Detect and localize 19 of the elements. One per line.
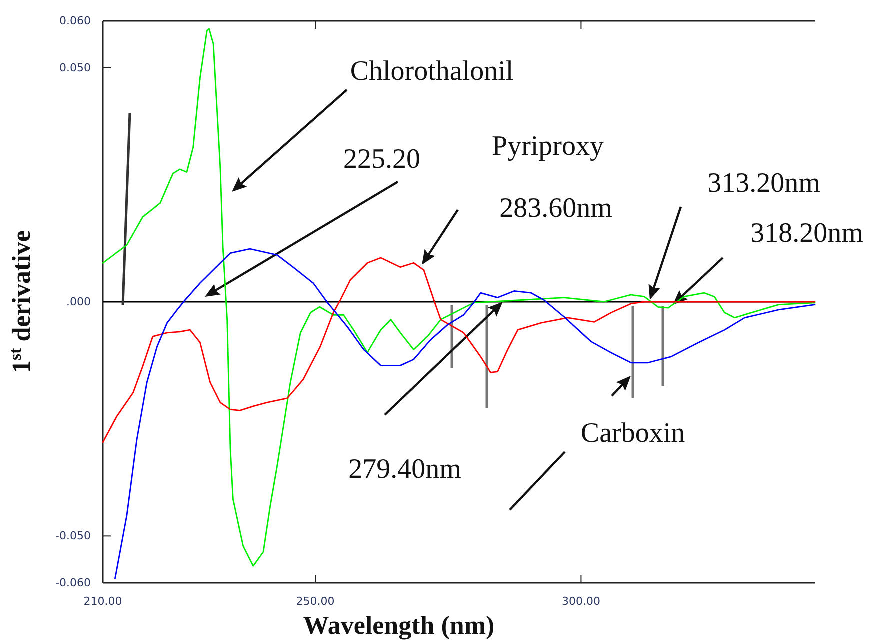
annotation: Carboxin bbox=[580, 418, 686, 449]
x-tick-label: 210.00 bbox=[84, 594, 122, 608]
annotation: 279.40nm bbox=[348, 454, 462, 485]
annotation: Pyriproxy bbox=[492, 130, 604, 162]
annotation: 283.60nm bbox=[500, 192, 613, 224]
line-series bbox=[102, 257, 816, 444]
annotation: 313.20nm bbox=[708, 168, 821, 199]
y-tick-label: -0.050 bbox=[56, 530, 91, 543]
y-tick-label: 0.060 bbox=[60, 14, 91, 28]
y-tick-label: .000 bbox=[66, 296, 91, 309]
annotation: 225.20 bbox=[344, 144, 420, 175]
x-tick-label: 250.00 bbox=[296, 594, 335, 608]
line-series bbox=[114, 248, 816, 580]
x-axis-title: Wavelength (nm) bbox=[303, 611, 495, 640]
y-tick-label: -0.060 bbox=[56, 576, 91, 590]
y-tick-label: 0.050 bbox=[60, 61, 91, 74]
annotation: 318.20nm bbox=[750, 218, 864, 249]
annotation: Chlorothalonil bbox=[350, 56, 514, 87]
x-tick-label: 300.00 bbox=[562, 594, 600, 608]
